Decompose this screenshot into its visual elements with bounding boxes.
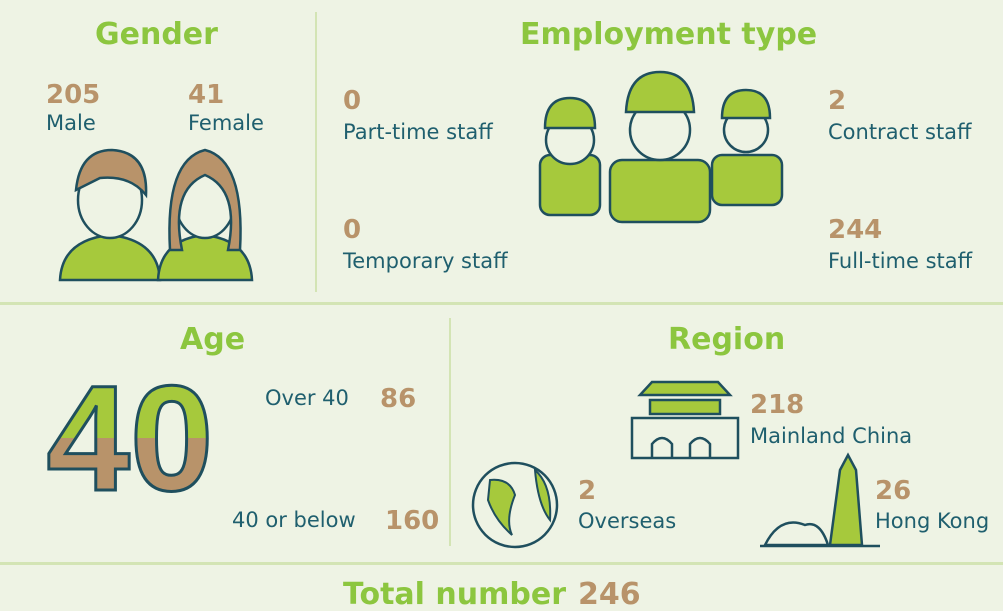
stat-label: Temporary staff xyxy=(343,251,508,272)
stat-label: 40 or below xyxy=(232,510,356,531)
stat-value: 218 xyxy=(750,392,804,418)
stat-value: 205 xyxy=(46,82,100,108)
stat-value: 0 xyxy=(343,88,361,114)
stat-value: 86 xyxy=(380,386,416,412)
stat-value: 2 xyxy=(578,478,596,504)
stat-value: 2 xyxy=(828,88,846,114)
stat-label: Hong Kong xyxy=(875,511,989,532)
divider xyxy=(315,12,317,292)
stat-value: 41 xyxy=(188,82,224,108)
divider xyxy=(0,302,1003,305)
stat-label: Part-time staff xyxy=(343,122,493,143)
stat-label: Contract staff xyxy=(828,122,972,143)
total-value: 246 xyxy=(578,580,641,610)
section-title: Age xyxy=(180,325,245,355)
section-title: Gender xyxy=(95,20,218,50)
infographic: 40 Gender 205 Male 41 Female Employment … xyxy=(0,0,1003,611)
globe-icon xyxy=(473,463,557,547)
gate-icon xyxy=(632,382,738,458)
stat-label: Male xyxy=(46,113,96,134)
stat-label: Female xyxy=(188,113,264,134)
stat-value: 0 xyxy=(343,217,361,243)
stat-label: Mainland China xyxy=(750,426,912,447)
section-title: Region xyxy=(668,325,785,355)
workers-icon xyxy=(540,72,782,222)
stat-label: Over 40 xyxy=(265,388,349,409)
stat-value: 244 xyxy=(828,217,882,243)
stat-label: Overseas xyxy=(578,511,676,532)
illustrations: 40 xyxy=(0,0,1003,611)
stat-value: 26 xyxy=(875,478,911,504)
total-label: Total number xyxy=(343,580,566,610)
people-icon xyxy=(60,150,252,280)
divider xyxy=(0,562,1003,565)
section-title: Employment type xyxy=(520,20,817,50)
stat-label: Full-time staff xyxy=(828,251,972,272)
skyline-icon xyxy=(760,455,880,546)
age-graphic: 40 xyxy=(47,354,214,522)
stat-value: 160 xyxy=(385,508,439,534)
divider xyxy=(449,318,451,546)
